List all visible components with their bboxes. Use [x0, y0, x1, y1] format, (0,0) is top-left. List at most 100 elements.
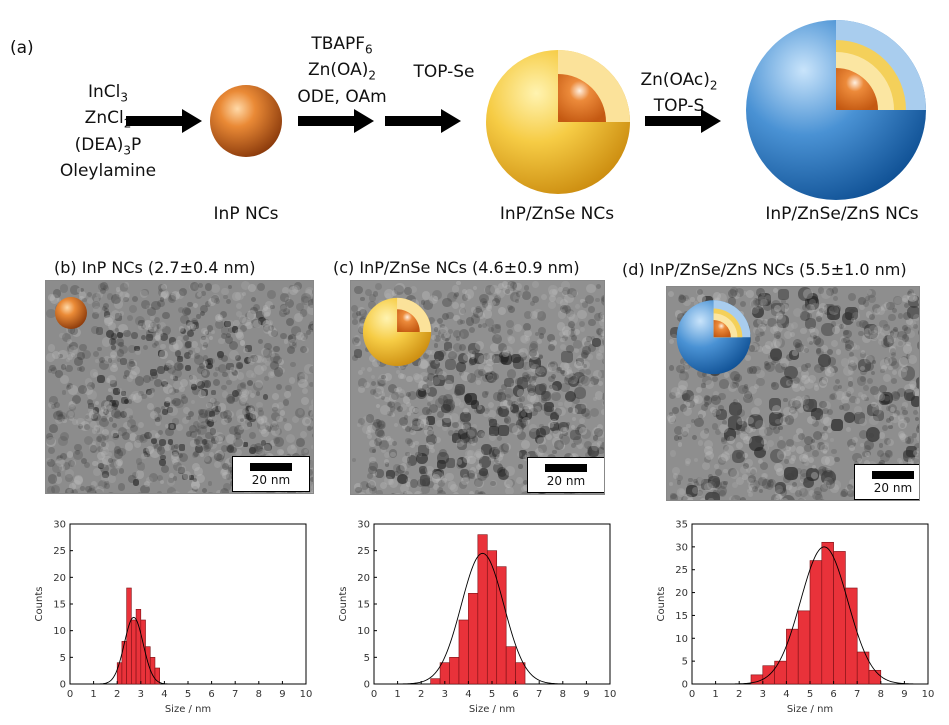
- y-tick-label: 30: [675, 542, 688, 553]
- panel-d-title: (d) InP/ZnSe/ZnS NCs (5.5±1.0 nm): [622, 260, 907, 279]
- x-tick-label: 3: [138, 689, 144, 700]
- histogram-bar: [515, 662, 526, 685]
- x-tick-label: 5: [185, 689, 191, 700]
- histogram-bar: [809, 560, 823, 685]
- y-tick-label: 0: [364, 680, 370, 691]
- x-tick-label: 10: [922, 689, 935, 700]
- histogram-zns: 0 1 2 3 4 5 6 7 8 9 10 0 5 10 15 20 25 30 35 Size / nm Count…: [656, 520, 935, 716]
- y-tick-label: 20: [357, 573, 370, 584]
- x-tick-label: 2: [114, 689, 120, 700]
- x-tick-label: 6: [208, 689, 214, 700]
- histogram-bar: [430, 678, 441, 685]
- x-tick-label: 3: [442, 689, 448, 700]
- y-tick-label: 25: [53, 546, 66, 557]
- arrow-2: [298, 109, 374, 133]
- y-tick-label: 5: [364, 653, 370, 664]
- gaussian-fit-line: [70, 616, 306, 685]
- histogram-bar: [116, 662, 123, 685]
- x-tick-label: 7: [232, 689, 238, 700]
- x-axis-label: Size / nm: [165, 704, 211, 715]
- y-tick-label: 25: [675, 565, 688, 576]
- y-tick-label: 0: [60, 680, 66, 691]
- panel-b-title: (b) InP NCs (2.7±0.4 nm): [54, 258, 256, 277]
- histogram-bar: [145, 646, 151, 685]
- inp-inset-icon: [55, 297, 87, 329]
- y-tick-label: 15: [357, 600, 370, 611]
- label-zns-ncs: InP/ZnSe/ZnS NCs: [765, 204, 919, 224]
- histogram-bar: [786, 628, 799, 685]
- step3-reagent: TOP-Se: [413, 62, 475, 82]
- y-axis-label: Counts: [338, 587, 349, 622]
- y-tick-label: 30: [53, 520, 66, 531]
- x-tick-label: 8: [256, 689, 262, 700]
- znse-inset-icon: [362, 297, 432, 367]
- y-tick-label: 10: [675, 634, 688, 645]
- y-tick-label: 30: [357, 520, 370, 531]
- histogram-bar: [477, 534, 488, 685]
- histogram-bar: [468, 593, 479, 685]
- histogram-bar: [833, 551, 846, 685]
- x-tick-label: 9: [583, 689, 589, 700]
- histogram-bar: [449, 657, 460, 685]
- plot-frame: [69, 523, 307, 685]
- histogram-bar: [439, 662, 450, 685]
- reagent-line: Zn(OAc)2: [640, 70, 718, 93]
- arrow-3: [385, 109, 461, 133]
- arrow-1: [126, 109, 202, 133]
- x-tick-label: 10: [604, 689, 617, 700]
- reagent-line: Oleylamine: [59, 161, 157, 182]
- x-tick-label: 2: [418, 689, 424, 700]
- step4-reagents: Zn(OAc)2 TOP-S: [624, 70, 734, 117]
- histogram-bar: [126, 587, 132, 685]
- tem-image-znse: 20 nm: [350, 280, 605, 495]
- panel-c-title: (c) InP/ZnSe NCs (4.6±0.9 nm): [333, 258, 580, 277]
- histogram-bar: [797, 610, 811, 685]
- y-tick-label: 5: [60, 653, 66, 664]
- x-axis-label: Size / nm: [787, 704, 833, 715]
- panel-a-label: (a): [10, 38, 34, 58]
- reagent-line: (DEA)3P: [74, 134, 142, 158]
- y-tick-label: 15: [675, 611, 688, 622]
- label-znse-ncs: InP/ZnSe NCs: [499, 204, 615, 224]
- tem-image-zns: 20 nm: [666, 286, 920, 501]
- histogram-bar: [821, 541, 834, 685]
- tem-image-inp: 20 nm: [45, 280, 314, 494]
- y-tick-label: 0: [682, 680, 688, 691]
- inp-sphere: [210, 85, 282, 157]
- y-tick-label: 5: [682, 657, 688, 668]
- x-tick-label: 1: [90, 689, 96, 700]
- histogram-bar: [774, 660, 787, 685]
- y-tick-label: 10: [357, 626, 370, 637]
- x-tick-label: 5: [489, 689, 495, 700]
- x-tick-label: 5: [807, 689, 813, 700]
- histogram-bar: [496, 566, 507, 685]
- gaussian-fit-line: [692, 546, 928, 685]
- histogram-bar: [131, 619, 137, 685]
- x-tick-label: 0: [67, 689, 73, 700]
- y-tick-label: 20: [675, 588, 688, 599]
- y-axis-label: Counts: [34, 587, 45, 622]
- x-axis-label: Size / nm: [469, 704, 515, 715]
- histogram-bar: [486, 550, 498, 685]
- x-tick-label: 3: [760, 689, 766, 700]
- step2-reagents: TBAPF6 Zn(OA)2 ODE, OAm: [282, 34, 402, 108]
- x-tick-label: 8: [878, 689, 884, 700]
- histogram-bar: [121, 641, 127, 685]
- x-tick-label: 4: [161, 689, 167, 700]
- x-tick-label: 6: [512, 689, 518, 700]
- gaussian-fit-line: [374, 552, 610, 685]
- x-tick-label: 1: [394, 689, 400, 700]
- zns-nanocrystal: [746, 20, 926, 200]
- y-tick-label: 10: [53, 626, 66, 637]
- y-tick-label: 25: [357, 546, 370, 557]
- x-tick-label: 9: [279, 689, 285, 700]
- histogram-inp: 0 1 2 3 4 5 6 7 8 9 10 0 5 10 15 20 25 30 Size / nm Counts: [34, 520, 312, 716]
- histogram-bar: [845, 587, 858, 685]
- x-tick-label: 6: [830, 689, 836, 700]
- x-tick-label: 4: [783, 689, 789, 700]
- histogram-bar: [505, 646, 516, 685]
- histogram-bar: [856, 651, 870, 685]
- scale-bar-c: 20 nm: [527, 457, 604, 493]
- histogram-bar: [868, 669, 882, 685]
